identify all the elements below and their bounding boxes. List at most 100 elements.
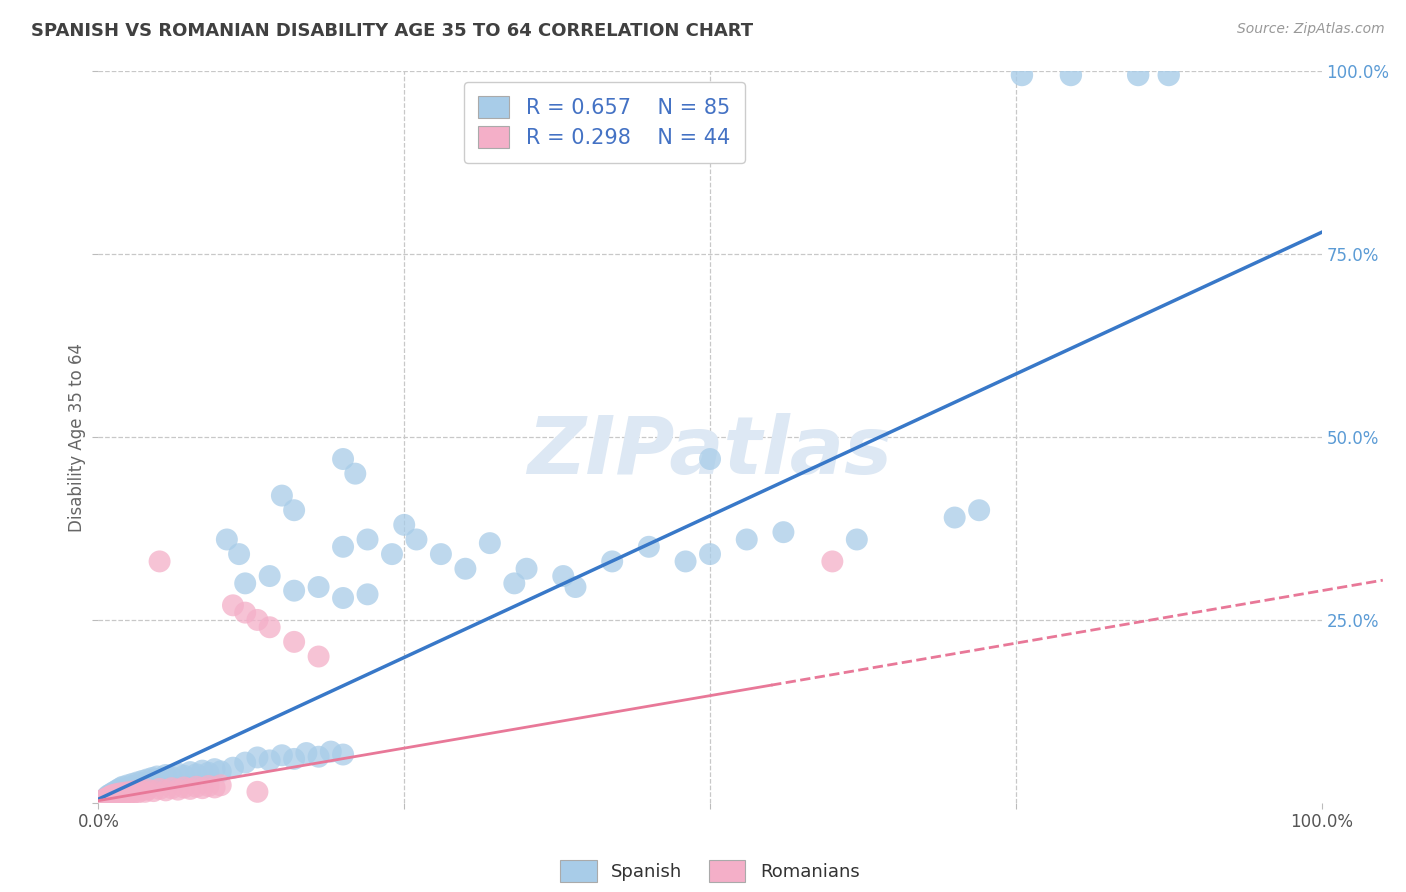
Point: [283, 635, 305, 649]
Point: [1060, 68, 1083, 82]
Point: [91, 793, 114, 807]
Point: [233, 576, 256, 591]
Point: [204, 780, 226, 795]
Y-axis label: Disability Age 35 to 64: Disability Age 35 to 64: [67, 343, 86, 532]
Point: [96, 792, 118, 806]
Point: [101, 789, 124, 804]
Point: [97, 789, 120, 803]
Point: [845, 533, 868, 547]
Point: [191, 764, 214, 778]
Point: [319, 745, 342, 759]
Point: [405, 533, 427, 547]
Point: [93, 792, 115, 806]
Point: [131, 773, 153, 788]
Point: [197, 779, 219, 793]
Point: [100, 789, 122, 804]
Point: [100, 787, 122, 801]
Point: [101, 789, 124, 803]
Point: [105, 786, 128, 800]
Point: [121, 786, 143, 800]
Point: [146, 769, 169, 783]
Point: [1157, 68, 1180, 82]
Point: [204, 762, 226, 776]
Point: [97, 790, 120, 805]
Point: [179, 781, 201, 796]
Point: [215, 533, 238, 547]
Point: [120, 780, 142, 795]
Point: [127, 775, 149, 789]
Point: [699, 547, 721, 561]
Point: [1011, 68, 1033, 82]
Legend: Spanish, Romanians: Spanish, Romanians: [553, 853, 868, 888]
Point: [332, 591, 354, 605]
Point: [270, 748, 294, 763]
Point: [735, 533, 758, 547]
Point: [155, 768, 177, 782]
Point: [107, 789, 129, 803]
Point: [283, 752, 305, 766]
Point: [104, 784, 127, 798]
Point: [127, 786, 149, 800]
Point: [142, 784, 165, 798]
Point: [308, 649, 330, 664]
Point: [821, 554, 844, 568]
Point: [233, 606, 256, 620]
Point: [149, 772, 172, 786]
Point: [96, 789, 118, 804]
Point: [114, 781, 136, 796]
Point: [110, 781, 132, 796]
Point: [179, 765, 201, 780]
Point: [308, 749, 330, 764]
Point: [111, 783, 134, 797]
Point: [295, 746, 318, 760]
Point: [117, 787, 139, 801]
Point: [101, 789, 124, 804]
Point: [454, 562, 477, 576]
Point: [136, 772, 159, 787]
Point: [114, 786, 136, 800]
Point: [124, 784, 146, 798]
Point: [356, 533, 378, 547]
Point: [515, 562, 537, 576]
Point: [124, 779, 146, 793]
Point: [111, 788, 134, 802]
Point: [246, 613, 269, 627]
Point: [699, 452, 721, 467]
Point: [246, 785, 269, 799]
Point: [478, 536, 501, 550]
Point: [332, 540, 354, 554]
Point: [246, 750, 269, 764]
Point: [155, 783, 177, 797]
Point: [564, 580, 586, 594]
Text: SPANISH VS ROMANIAN DISABILITY AGE 35 TO 64 CORRELATION CHART: SPANISH VS ROMANIAN DISABILITY AGE 35 TO…: [31, 22, 754, 40]
Point: [233, 756, 256, 770]
Point: [209, 764, 232, 779]
Point: [173, 769, 195, 783]
Point: [356, 587, 378, 601]
Point: [117, 778, 139, 792]
Point: [197, 765, 219, 780]
Point: [259, 569, 281, 583]
Text: Source: ZipAtlas.com: Source: ZipAtlas.com: [1237, 22, 1385, 37]
Point: [101, 786, 124, 800]
Point: [141, 771, 163, 785]
Point: [283, 583, 305, 598]
Point: [308, 580, 330, 594]
Point: [149, 554, 172, 568]
Point: [160, 770, 183, 784]
Point: [675, 554, 697, 568]
Point: [392, 517, 416, 532]
Point: [111, 780, 134, 794]
Point: [103, 788, 125, 802]
Point: [149, 781, 172, 796]
Point: [108, 785, 131, 799]
Point: [967, 503, 990, 517]
Point: [167, 782, 190, 797]
Point: [98, 791, 121, 805]
Point: [98, 789, 121, 804]
Point: [186, 767, 208, 781]
Point: [104, 789, 127, 804]
Point: [129, 783, 152, 797]
Point: [134, 785, 156, 799]
Point: [120, 785, 142, 799]
